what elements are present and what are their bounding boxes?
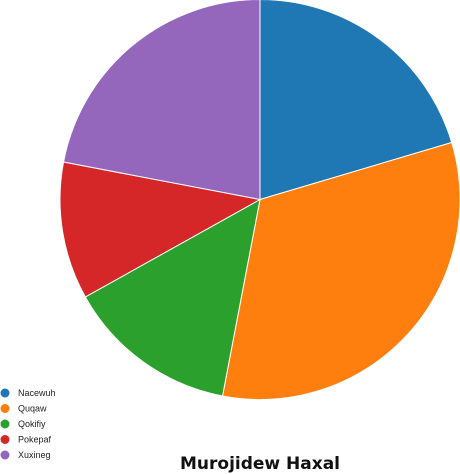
pie-slice-pokepaf [59, 161, 262, 298]
legend-marker-qokifiy [0, 419, 10, 429]
legend: Nacewuh Quqaw Qokifiy Pokepaf Xuxineg [0, 388, 56, 460]
legend-label-xuxineg: Xuxineg [18, 450, 51, 460]
chart-title: Murojidew Haxal [180, 454, 340, 474]
legend-marker-quqaw [0, 404, 10, 413]
pie-slices [59, 0, 460, 400]
legend-marker-pokepaf [0, 435, 10, 444]
legend-marker-xuxineg [0, 450, 10, 460]
legend-label-quqaw: Quqaw [18, 404, 47, 414]
pie-slice-nacewuh [259, 0, 453, 201]
pie-slice-qokifiy [84, 198, 261, 397]
pie-slice-xuxineg [62, 0, 261, 201]
legend-label-nacewuh: Nacewuh [18, 388, 56, 398]
legend-label-pokepaf: Pokepaf [18, 435, 52, 445]
legend-label-qokifiy: Qokifiy [18, 419, 46, 429]
legend-marker-nacewuh [0, 388, 10, 398]
